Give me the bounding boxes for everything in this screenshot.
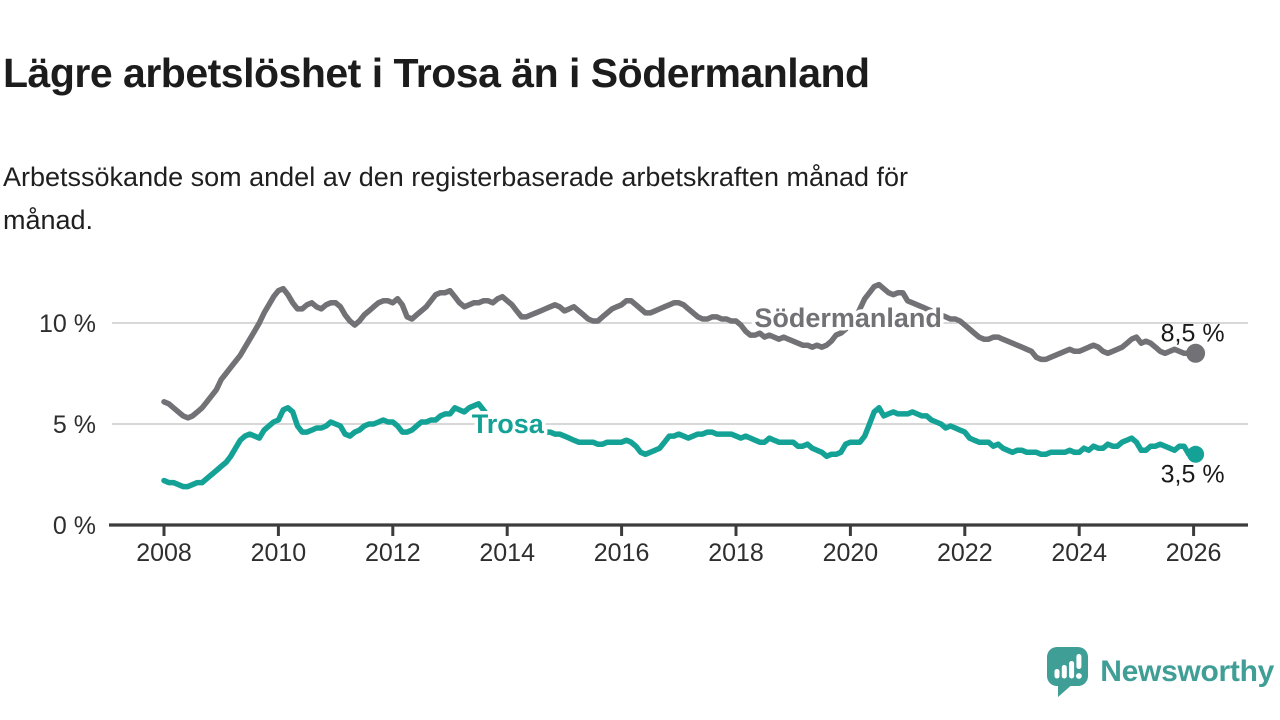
x-tick-label-2026: 2026 <box>1166 539 1222 567</box>
y-tick-label-0: 0 % <box>53 512 96 540</box>
x-tick-label-2024: 2024 <box>1051 539 1107 567</box>
end-dot-sodermanland <box>1186 343 1206 363</box>
x-tick-label-2012: 2012 <box>365 539 421 567</box>
x-tick-label-2016: 2016 <box>594 539 650 567</box>
speech-bubble-bar-chart-icon <box>1047 647 1089 697</box>
x-tick-label-2010: 2010 <box>251 539 307 567</box>
x-tick-label-2018: 2018 <box>708 539 764 567</box>
end-value-label-trosa: 3,5 % <box>1161 460 1225 488</box>
x-tick-label-2014: 2014 <box>479 539 535 567</box>
page-title: Lägre arbetslöshet i Trosa än i Söderman… <box>3 50 870 97</box>
line-trosa <box>161 401 1197 490</box>
page-subtitle: Arbetssökande som andel av den registerb… <box>3 162 909 235</box>
x-tick-label-2020: 2020 <box>823 539 879 567</box>
x-tick-label-2022: 2022 <box>937 539 993 567</box>
y-tick-label-5: 5 % <box>53 411 96 439</box>
line-sodermanland <box>161 281 1197 421</box>
end-dot-trosa <box>1187 445 1205 463</box>
brand-name: Newsworthy <box>1100 655 1274 688</box>
newsworthy-brand: Newsworthy <box>1045 646 1274 698</box>
series-label-trosa: Trosa <box>472 409 545 439</box>
x-tick-label-2008: 2008 <box>136 539 192 567</box>
y-tick-label-10: 10 % <box>39 310 96 338</box>
end-value-label-sodermanland: 8,5 % <box>1161 319 1225 347</box>
series-label-sodermanland: Södermanland <box>754 303 942 333</box>
